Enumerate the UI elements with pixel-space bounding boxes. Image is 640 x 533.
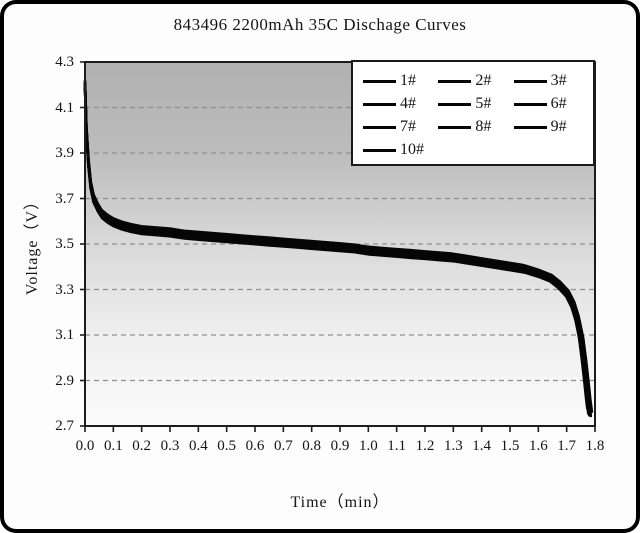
legend-item-9: 9# [513, 117, 589, 137]
y-tick-label: 4.3 [55, 54, 74, 70]
legend-item-4: 4# [363, 94, 438, 114]
legend-item-2: 2# [438, 71, 513, 91]
y-tick-label: 3.5 [55, 236, 74, 252]
y-tick-label: 3.1 [55, 327, 74, 343]
y-tick-label: 3.9 [55, 145, 74, 161]
legend-label: 6# [550, 95, 567, 112]
chart-title: 843496 2200mAh 35C Dischage Curves [173, 15, 467, 34]
curve-series-10 [83, 82, 594, 414]
x-tick-label: 1.6 [528, 438, 548, 454]
y-axis-title: Voltage（V） [24, 192, 41, 296]
x-tick-label: 1.7 [557, 438, 577, 454]
legend-line-icon [438, 79, 472, 83]
x-tick-label: 0.9 [330, 438, 350, 454]
legend-line-icon [363, 125, 396, 129]
legend-line-icon [438, 102, 472, 106]
x-tick-label: 1.3 [443, 438, 463, 454]
legend-line-icon [513, 79, 547, 83]
y-tick-label: 2.7 [55, 418, 74, 434]
x-tick-label: 1.0 [358, 438, 378, 454]
curve-series-8 [83, 80, 593, 411]
legend-label: 5# [475, 95, 492, 112]
x-tick-label: 1.4 [472, 438, 492, 454]
y-tick-label: 4.1 [55, 99, 74, 116]
legend-item-5: 5# [438, 94, 513, 114]
y-tick-label: 2.9 [55, 372, 74, 389]
x-tick-label: 0.7 [273, 438, 293, 454]
legend-line-icon [363, 102, 396, 106]
y-tick-label: 3.7 [55, 190, 74, 207]
legend-label: 7# [400, 118, 416, 135]
legend-label: 10# [400, 141, 424, 158]
legend-label: 9# [550, 118, 567, 135]
x-tick-label: 0.0 [75, 438, 95, 454]
x-tick-label: 0.1 [103, 438, 123, 454]
x-tick-label: 0.2 [132, 438, 152, 454]
legend-label: 2# [475, 72, 492, 89]
legend-label: 1# [400, 72, 416, 89]
x-tick-label: 1.8 [585, 438, 605, 454]
legend-line-icon [438, 125, 472, 129]
x-tick-label: 1.5 [500, 438, 520, 454]
legend-line-icon [513, 125, 547, 129]
x-axis-title: Time（min） [290, 494, 390, 511]
legend-line-icon [363, 148, 396, 152]
x-tick-label: 0.5 [217, 438, 237, 454]
x-tick-label: 0.3 [160, 438, 180, 454]
legend-line-icon [513, 102, 547, 106]
curve-series-9 [83, 86, 591, 417]
legend-item-7: 7# [363, 117, 438, 137]
legend-item-8: 8# [438, 117, 513, 137]
x-tick-label: 0.4 [188, 438, 208, 454]
legend-label: 3# [550, 72, 567, 89]
legend-item-6: 6# [513, 94, 589, 114]
legend-item-3: 3# [513, 71, 589, 91]
legend-label: 8# [475, 118, 492, 135]
x-tick-label: 0.8 [302, 438, 322, 454]
legend-item-1: 1# [363, 71, 438, 91]
x-tick-label: 0.6 [245, 438, 265, 454]
legend-line-icon [363, 79, 396, 83]
x-tick-label: 1.2 [415, 438, 435, 454]
legend-label: 4# [400, 95, 416, 112]
x-tick-label: 1.1 [387, 438, 407, 454]
legend: 1# 2# 3# 4# 5# 6# 7# 8# 9# 10# [351, 60, 595, 166]
y-tick-label: 3.3 [55, 281, 74, 298]
legend-item-10: 10# [363, 140, 438, 160]
